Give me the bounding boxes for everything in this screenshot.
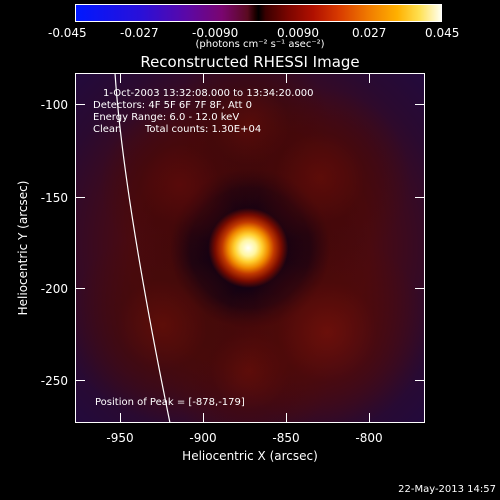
y-tick-label: -100: [40, 98, 68, 112]
plot-frame: [75, 73, 425, 423]
peak-position-label: Position of Peak = [-878,-179]: [95, 397, 245, 408]
total-counts-info: Total counts: 1.30E+04: [145, 124, 262, 135]
colorbar-tick-label-6: 0.045: [425, 26, 460, 40]
solar-limb-line: [114, 73, 171, 423]
x-axis-label: Heliocentric X (arcsec): [182, 449, 318, 463]
colorbar-tick-label-5: 0.027: [352, 26, 387, 40]
y-tick-label: -200: [40, 282, 68, 296]
y-tick: [75, 288, 85, 289]
energy-range-info: Energy Range: 6.0 - 12.0 keV: [93, 112, 240, 123]
y-tick: [75, 380, 85, 381]
algorithm-info: Clean: [93, 124, 122, 135]
y-tick: [75, 104, 85, 105]
y-tick: [415, 104, 425, 105]
x-tick: [369, 73, 370, 83]
y-axis-label: Heliocentric Y (arcsec): [16, 180, 30, 316]
x-tick: [286, 413, 287, 423]
generation-date: 22-May-2013 14:57: [398, 484, 496, 495]
x-tick: [120, 413, 121, 423]
colorbar-tick-label-4: 0.0090: [277, 26, 319, 40]
plot-title: Reconstructed RHESSI Image: [140, 53, 360, 71]
colorbar-tick-label-3: -0.0090: [192, 26, 239, 40]
xray-source-image: [75, 73, 425, 423]
colorbar: [75, 4, 442, 22]
y-tick: [415, 380, 425, 381]
colorbar-units-label: (photons cm⁻² s⁻¹ asec⁻²): [195, 39, 325, 50]
x-tick: [203, 73, 204, 83]
y-tick: [75, 197, 85, 198]
x-tick-label: -900: [189, 431, 217, 445]
x-tick: [369, 413, 370, 423]
image-plot-area: 1-Oct-2003 13:32:08.000 to 13:34:20.000 …: [75, 73, 425, 423]
colorbar-tick-label-1: -0.045: [48, 26, 87, 40]
observation-time-range: 1-Oct-2003 13:32:08.000 to 13:34:20.000: [103, 88, 314, 99]
y-tick-label: -250: [40, 374, 68, 388]
x-tick-label: -850: [272, 431, 300, 445]
y-tick: [415, 197, 425, 198]
x-tick-label: -950: [106, 431, 134, 445]
x-tick: [286, 73, 287, 83]
x-tick: [120, 73, 121, 83]
y-tick-label: -150: [40, 191, 68, 205]
colorbar-tick-label-2: -0.027: [120, 26, 159, 40]
x-tick: [203, 413, 204, 423]
detectors-info: Detectors: 4F 5F 6F 7F 8F, Att 0: [93, 100, 253, 111]
y-tick: [415, 288, 425, 289]
x-tick-label: -800: [355, 431, 383, 445]
